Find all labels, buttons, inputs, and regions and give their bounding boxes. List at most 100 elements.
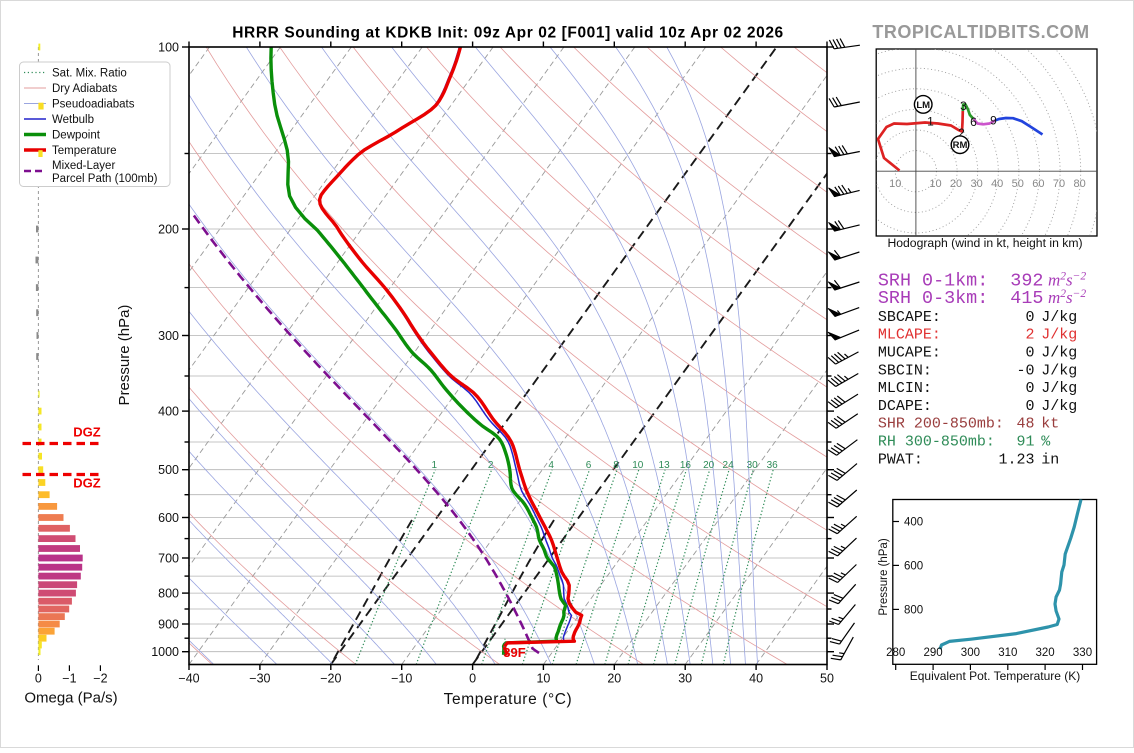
svg-text:6: 6 <box>586 460 592 471</box>
svg-text:0: 0 <box>469 672 476 686</box>
svg-text:30: 30 <box>970 178 982 190</box>
svg-text:4: 4 <box>548 460 554 471</box>
svg-text:DCAPE:: DCAPE: <box>878 398 932 415</box>
svg-text:36: 36 <box>767 460 779 471</box>
svg-text:280: 280 <box>886 647 905 659</box>
svg-text:13: 13 <box>659 460 671 471</box>
svg-text:300: 300 <box>158 329 179 343</box>
svg-text:8: 8 <box>613 460 619 471</box>
svg-text:1.23: 1.23 <box>998 451 1034 468</box>
svg-text:400: 400 <box>904 517 923 529</box>
svg-text:48: 48 <box>1016 416 1034 433</box>
svg-text:39F: 39F <box>503 645 525 660</box>
svg-text:−30: −30 <box>249 672 270 686</box>
svg-text:6: 6 <box>970 115 977 129</box>
svg-text:800: 800 <box>158 587 179 601</box>
svg-text:20: 20 <box>950 178 962 190</box>
svg-text:80: 80 <box>1073 178 1085 190</box>
svg-text:320: 320 <box>1036 647 1055 659</box>
svg-text:20: 20 <box>607 672 621 686</box>
svg-text:2: 2 <box>488 460 494 471</box>
svg-text:Wetbulb: Wetbulb <box>52 114 94 126</box>
svg-text:30: 30 <box>678 672 692 686</box>
svg-text:91: 91 <box>1016 434 1034 451</box>
svg-text:24: 24 <box>723 460 735 471</box>
svg-text:10: 10 <box>889 178 901 190</box>
svg-text:LM: LM <box>916 100 930 111</box>
svg-text:900: 900 <box>158 618 179 632</box>
svg-text:Parcel Path (100mb): Parcel Path (100mb) <box>52 173 158 185</box>
svg-text:Hodograph (wind in kt, height: Hodograph (wind in kt, height in km) <box>887 236 1082 250</box>
svg-text:1: 1 <box>927 115 934 129</box>
svg-text:Pressure (hPa): Pressure (hPa) <box>116 305 133 406</box>
svg-text:TROPICALTIDBITS.COM: TROPICALTIDBITS.COM <box>872 22 1089 42</box>
svg-text:50: 50 <box>820 672 834 686</box>
svg-text:392: 392 <box>1010 270 1043 291</box>
svg-text:0: 0 <box>1025 380 1034 397</box>
svg-text:MUCAPE:: MUCAPE: <box>878 345 941 362</box>
svg-text:0: 0 <box>1025 309 1034 326</box>
svg-text:330: 330 <box>1073 647 1092 659</box>
svg-text:−2: −2 <box>93 672 107 686</box>
svg-text:−40: −40 <box>178 672 199 686</box>
svg-text:SRH 0-3km:: SRH 0-3km: <box>878 288 988 309</box>
svg-text:SBCAPE:: SBCAPE: <box>878 309 941 326</box>
svg-text:400: 400 <box>158 405 179 419</box>
svg-text:30: 30 <box>747 460 759 471</box>
svg-text:%: % <box>1041 434 1051 451</box>
svg-text:40: 40 <box>991 178 1003 190</box>
svg-text:600: 600 <box>158 511 179 525</box>
svg-text:Mixed-Layer: Mixed-Layer <box>52 160 115 172</box>
svg-text:40: 40 <box>749 672 763 686</box>
svg-text:1000: 1000 <box>151 645 179 659</box>
svg-text:0: 0 <box>1025 398 1034 415</box>
svg-text:Equivalent Pot. Temperature (K: Equivalent Pot. Temperature (K) <box>910 669 1081 683</box>
svg-text:10: 10 <box>632 460 644 471</box>
svg-text:HRRR Sounding at KDKB Init: 09: HRRR Sounding at KDKB Init: 09z Apr 02 [… <box>232 25 784 42</box>
svg-text:20: 20 <box>703 460 715 471</box>
svg-text:1: 1 <box>432 460 438 471</box>
svg-text:800: 800 <box>904 604 923 616</box>
svg-text:SBCIN:: SBCIN: <box>878 362 932 379</box>
svg-text:J/kg: J/kg <box>1041 380 1077 397</box>
svg-text:9: 9 <box>990 114 997 128</box>
svg-text:J/kg: J/kg <box>1041 309 1077 326</box>
svg-text:DGZ: DGZ <box>73 425 101 440</box>
svg-text:RM: RM <box>953 140 968 151</box>
svg-text:Temperature (°C): Temperature (°C) <box>444 691 573 708</box>
svg-text:60: 60 <box>1032 178 1044 190</box>
svg-text:kt: kt <box>1041 416 1059 433</box>
svg-text:10: 10 <box>536 672 550 686</box>
svg-text:−1: −1 <box>62 672 76 686</box>
svg-text:RH 300-850mb:: RH 300-850mb: <box>878 434 995 451</box>
svg-text:J/kg: J/kg <box>1041 327 1077 344</box>
svg-text:Pseudoadiabats: Pseudoadiabats <box>52 99 135 111</box>
svg-text:−10: −10 <box>391 672 412 686</box>
svg-text:J/kg: J/kg <box>1041 398 1077 415</box>
svg-text:J/kg: J/kg <box>1041 362 1077 379</box>
svg-text:0: 0 <box>35 672 42 686</box>
svg-text:2: 2 <box>1025 327 1034 344</box>
svg-text:Dewpoint: Dewpoint <box>52 130 101 142</box>
svg-text:MLCIN:: MLCIN: <box>878 380 932 397</box>
svg-text:Omega (Pa/s): Omega (Pa/s) <box>24 690 117 707</box>
svg-text:PWAT:: PWAT: <box>878 451 923 468</box>
svg-text:300: 300 <box>961 647 980 659</box>
svg-text:600: 600 <box>904 560 923 572</box>
svg-text:Temperature: Temperature <box>52 145 117 157</box>
svg-text:3: 3 <box>960 99 967 113</box>
svg-text:in: in <box>1041 451 1059 468</box>
svg-text:Pressure (hPa): Pressure (hPa) <box>878 538 890 616</box>
svg-text:0: 0 <box>1025 345 1034 362</box>
svg-text:70: 70 <box>1053 178 1065 190</box>
svg-text:DGZ: DGZ <box>73 476 101 491</box>
svg-text:Dry Adiabats: Dry Adiabats <box>52 83 117 95</box>
svg-text:SHR 200-850mb:: SHR 200-850mb: <box>878 416 1004 433</box>
svg-text:50: 50 <box>1012 178 1024 190</box>
svg-text:700: 700 <box>158 552 179 566</box>
svg-text:Sat. Mix. Ratio: Sat. Mix. Ratio <box>52 68 127 80</box>
svg-text:415: 415 <box>1010 288 1043 309</box>
svg-text:200: 200 <box>158 223 179 237</box>
svg-text:10: 10 <box>929 178 941 190</box>
svg-text:−20: −20 <box>320 672 341 686</box>
